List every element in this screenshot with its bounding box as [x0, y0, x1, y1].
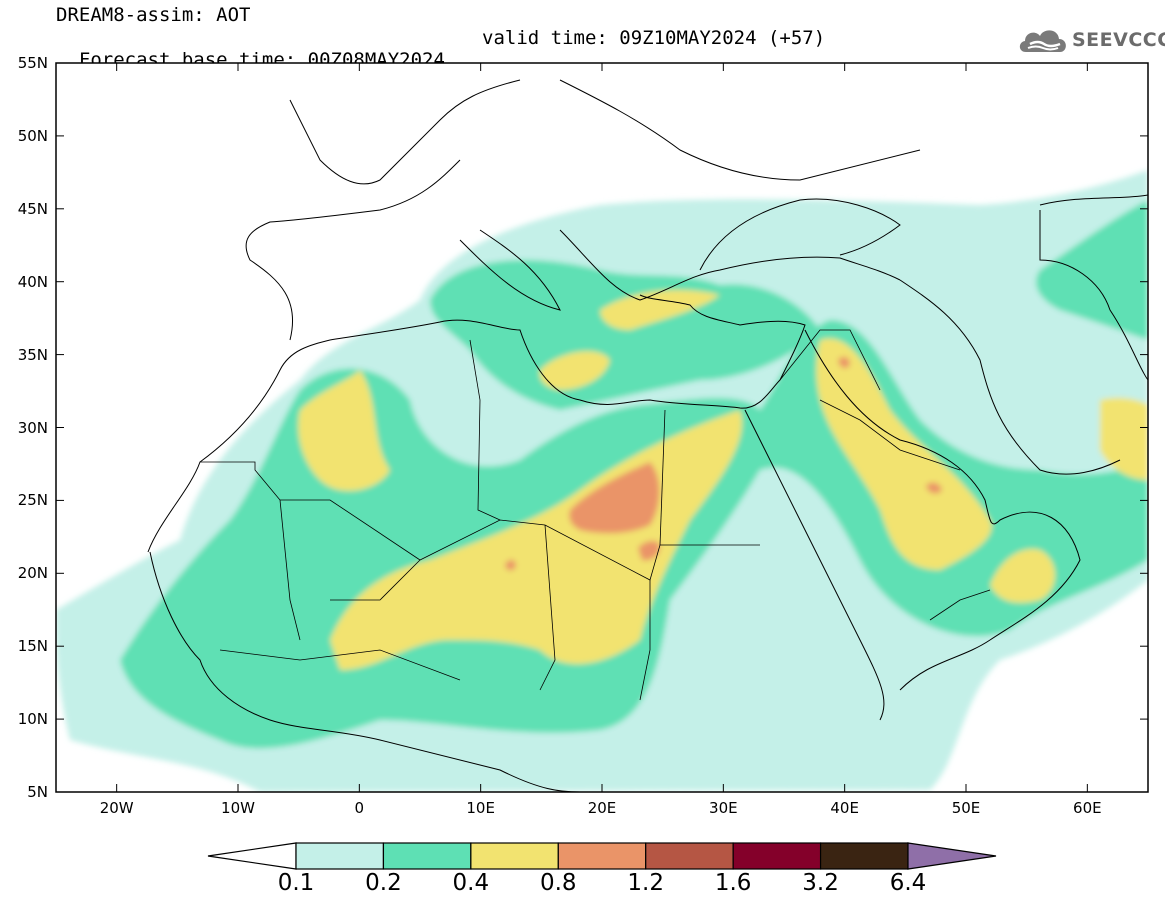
- colorbar-label: 0.1: [277, 870, 315, 896]
- lat-label: 20N: [17, 564, 48, 583]
- map-frame: [55, 62, 1149, 793]
- aot-band-0-4-libya: [539, 351, 610, 390]
- lon-label: 20W: [99, 799, 134, 817]
- lat-label: 45N: [17, 199, 48, 218]
- lon-label: 10E: [466, 799, 495, 817]
- aot-shading: [56, 170, 1148, 792]
- valid-time: valid time: 09Z10MAY2024 (+57): [482, 27, 826, 49]
- lon-label: 50E: [951, 799, 981, 817]
- colorbar-label: 0.4: [452, 870, 490, 896]
- lat-label: 55N: [17, 54, 48, 72]
- colorbar-label: 1.2: [627, 870, 664, 896]
- aot-band-0-8-sudan: [638, 540, 660, 561]
- colorbar-segment: [732, 842, 822, 870]
- colorbar-label: 1.6: [714, 870, 752, 896]
- lon-label: 0: [354, 799, 365, 817]
- colorbar-segment: [470, 842, 559, 870]
- colorbar-segment: [645, 842, 734, 870]
- colorbar-label: 3.2: [802, 870, 839, 896]
- lat-label: 5N: [27, 783, 48, 801]
- aot-band-0-8-niger: [505, 559, 516, 571]
- aot-band-0-2-east: [1036, 200, 1148, 340]
- lon-label: 10W: [221, 799, 255, 817]
- logo-text: SEEVCCC: [1072, 29, 1165, 51]
- lon-label: 60E: [1073, 799, 1102, 817]
- colorbar-label: 0.8: [539, 870, 577, 896]
- aot-band-0-4-maghreb: [298, 370, 390, 491]
- aot-band-0-4-arabia: [816, 338, 992, 570]
- colorbar-low-arrow: [207, 842, 297, 870]
- lat-label: 15N: [17, 637, 48, 656]
- aot-band-0-2-north: [430, 260, 820, 410]
- map-title: DREAM8-assim: AOT: [56, 4, 251, 26]
- coastlines: [147, 79, 1148, 792]
- lon-label: 40E: [830, 799, 859, 817]
- colorbar-segment: [382, 842, 472, 870]
- aot-band-0-4-iran: [1100, 397, 1148, 480]
- aot-band-0-4-oman: [990, 549, 1055, 603]
- aot-band-0-4-aegean: [600, 290, 720, 330]
- lon-label: 20E: [587, 799, 617, 817]
- country-borders: [200, 329, 991, 701]
- colorbar-high-arrow: [907, 842, 997, 870]
- cloud-icon: [1019, 30, 1066, 52]
- seevccc-logo: SEEVCCC: [1016, 20, 1165, 58]
- aot-band-0-8-saudi: [926, 482, 942, 494]
- lat-label: 30N: [17, 418, 48, 437]
- colorbar-segment: [295, 842, 385, 870]
- colorbar-label: 0.2: [365, 870, 402, 896]
- lat-label: 10N: [17, 710, 48, 729]
- colorbar: [207, 842, 997, 870]
- aot-band-0-8-iraq: [838, 356, 850, 369]
- colorbar-segment: [819, 842, 909, 870]
- lat-label: 40N: [17, 272, 48, 291]
- lat-label: 25N: [17, 491, 48, 510]
- lat-label: 50N: [17, 126, 48, 145]
- lon-label: 30E: [709, 799, 738, 817]
- aot-band-0-8-chad: [569, 462, 660, 534]
- lat-label: 35N: [17, 345, 48, 364]
- colorbar-label: 6.4: [889, 870, 927, 896]
- colorbar-segment: [557, 842, 647, 870]
